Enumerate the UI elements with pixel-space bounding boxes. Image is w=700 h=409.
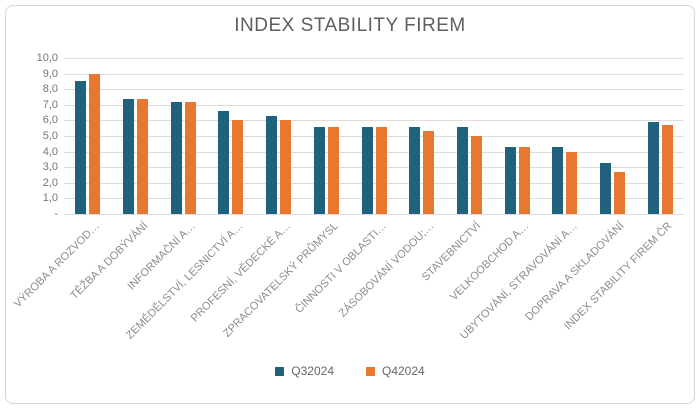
bar-q32024-5 bbox=[266, 116, 277, 214]
y-tick-label: 9,0 bbox=[42, 68, 58, 80]
bar-q42024-4 bbox=[232, 120, 243, 214]
chart-card: INDEX STABILITY FIREM 10,0 9,0 8,0 7,0 6,0 5,… bbox=[5, 5, 695, 404]
x-axis-label: PROFESNÍ, VĚDECKÉ A… bbox=[189, 220, 294, 325]
y-tick-label: 2,0 bbox=[42, 177, 58, 189]
legend-item-q42024: Q42024 bbox=[366, 364, 425, 378]
legend-label: Q32024 bbox=[291, 364, 334, 378]
legend-item-q32024: Q32024 bbox=[275, 364, 334, 378]
bar-q42024-10 bbox=[519, 147, 530, 214]
gridline bbox=[64, 198, 684, 199]
bar-q32024-11 bbox=[552, 147, 563, 214]
bar-q42024-2 bbox=[137, 99, 148, 214]
y-tick-label: 8,0 bbox=[42, 83, 58, 95]
plot-area bbox=[64, 58, 684, 215]
legend-swatch-icon bbox=[275, 366, 285, 376]
chart-title: INDEX STABILITY FIREM bbox=[234, 15, 466, 36]
bar-q32024-9 bbox=[457, 127, 468, 214]
y-tick-label: 7,0 bbox=[42, 99, 58, 111]
bar-q32024-3 bbox=[171, 102, 182, 214]
bar-q42024-12 bbox=[614, 172, 625, 214]
gridline bbox=[64, 105, 684, 106]
x-axis-label: ČINNOSTI V OBLASTI… bbox=[292, 220, 389, 316]
y-tick-label: 10,0 bbox=[36, 52, 58, 64]
gridline bbox=[64, 74, 684, 75]
gridline bbox=[64, 167, 684, 168]
gridline bbox=[64, 58, 684, 59]
x-axis-label: ZÁSOBOVÁNÍ VODOU;… bbox=[336, 220, 437, 320]
legend-swatch-icon bbox=[366, 366, 375, 376]
bar-q42024-13 bbox=[662, 125, 673, 214]
y-tick-label: 5,0 bbox=[42, 130, 58, 142]
y-axis: 10,0 9,0 8,0 7,0 6,0 5,0 4,0 3,0 2,0 1,0 - bbox=[12, 52, 60, 220]
x-axis-label: VÝROBA A ROZVOD… bbox=[12, 220, 103, 311]
legend: Q32024 Q42024 bbox=[6, 364, 694, 378]
bar-q32024-6 bbox=[314, 127, 325, 214]
x-axis-labels: VÝROBA A ROZVOD… TĚŽBA A DOBÝVÁNÍ INFORMAČ… bbox=[12, 218, 684, 360]
legend-label: Q42024 bbox=[382, 364, 425, 378]
y-tick-label: - bbox=[54, 208, 58, 220]
x-axis-label: DOPRAVA A SKLADOVÁNÍ bbox=[523, 220, 627, 324]
y-tick-label: 1,0 bbox=[42, 192, 58, 204]
gridline bbox=[64, 136, 684, 137]
y-tick-label: 3,0 bbox=[42, 161, 58, 173]
gridline bbox=[64, 120, 684, 121]
bar-q32024-4 bbox=[218, 111, 229, 214]
bar-q42024-9 bbox=[471, 136, 482, 214]
x-axis-label: INDEX STABILITY FIREM ČR bbox=[562, 220, 675, 333]
bar-q42024-8 bbox=[423, 131, 434, 214]
gridline bbox=[64, 89, 684, 90]
bar-q42024-3 bbox=[185, 102, 196, 214]
bar-q32024-8 bbox=[409, 127, 420, 214]
gridline bbox=[64, 214, 684, 215]
bar-q42024-5 bbox=[280, 120, 291, 214]
gridline bbox=[64, 152, 684, 153]
gridline bbox=[64, 183, 684, 184]
y-tick-label: 6,0 bbox=[42, 114, 58, 126]
bar-q32024-7 bbox=[362, 127, 373, 214]
bar-q42024-6 bbox=[328, 127, 339, 214]
bar-q32024-12 bbox=[600, 163, 611, 214]
bar-q32024-1 bbox=[75, 81, 86, 214]
bar-q32024-2 bbox=[123, 99, 134, 214]
bar-q42024-1 bbox=[89, 74, 100, 214]
bar-q42024-7 bbox=[376, 127, 387, 214]
bar-q32024-13 bbox=[648, 122, 659, 214]
y-tick-label: 4,0 bbox=[42, 146, 58, 158]
bar-q42024-11 bbox=[566, 152, 577, 214]
bar-q32024-10 bbox=[505, 147, 516, 214]
